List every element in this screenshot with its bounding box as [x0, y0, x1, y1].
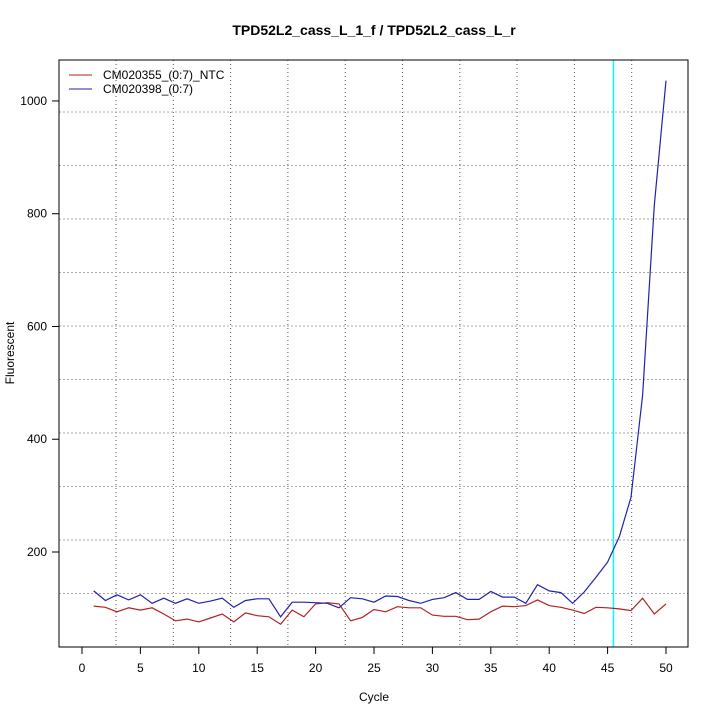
x-tick-label: 40 [543, 661, 557, 675]
y-axis: 200 400 600 800 1000 [20, 94, 59, 559]
series-lines [93, 80, 667, 625]
x-tick-label: 35 [484, 661, 498, 675]
grid [59, 60, 688, 647]
x-tick-label: 25 [367, 661, 381, 675]
y-axis-label: Fluorescent [3, 321, 17, 384]
x-tick-label: 0 [79, 661, 86, 675]
x-tick-label: 5 [137, 661, 144, 675]
x-axis-label: Cycle [359, 690, 389, 704]
y-tick-label: 800 [27, 207, 47, 221]
y-tick-label: 400 [27, 432, 47, 446]
y-tick-label: 200 [27, 545, 47, 559]
legend-label: CM020355_(0:7)_NTC [103, 68, 225, 82]
chart-title: TPD52L2_cass_L_1_f / TPD52L2_cass_L_r [232, 22, 516, 38]
x-tick-label: 15 [251, 661, 265, 675]
x-tick-label: 45 [601, 661, 615, 675]
y-tick-label: 1000 [20, 94, 47, 108]
y-tick-label: 600 [27, 319, 47, 333]
legend-label: CM020398_(0:7) [103, 82, 193, 96]
x-tick-label: 50 [659, 661, 673, 675]
x-tick-label: 20 [309, 661, 323, 675]
x-tick-label: 30 [426, 661, 440, 675]
series-line-1 [93, 597, 667, 625]
plot-frame [58, 59, 689, 648]
x-tick-label: 10 [192, 661, 206, 675]
x-axis: 0 5 10 15 20 25 30 35 40 45 50 [79, 646, 673, 675]
series-line-2 [93, 80, 667, 618]
